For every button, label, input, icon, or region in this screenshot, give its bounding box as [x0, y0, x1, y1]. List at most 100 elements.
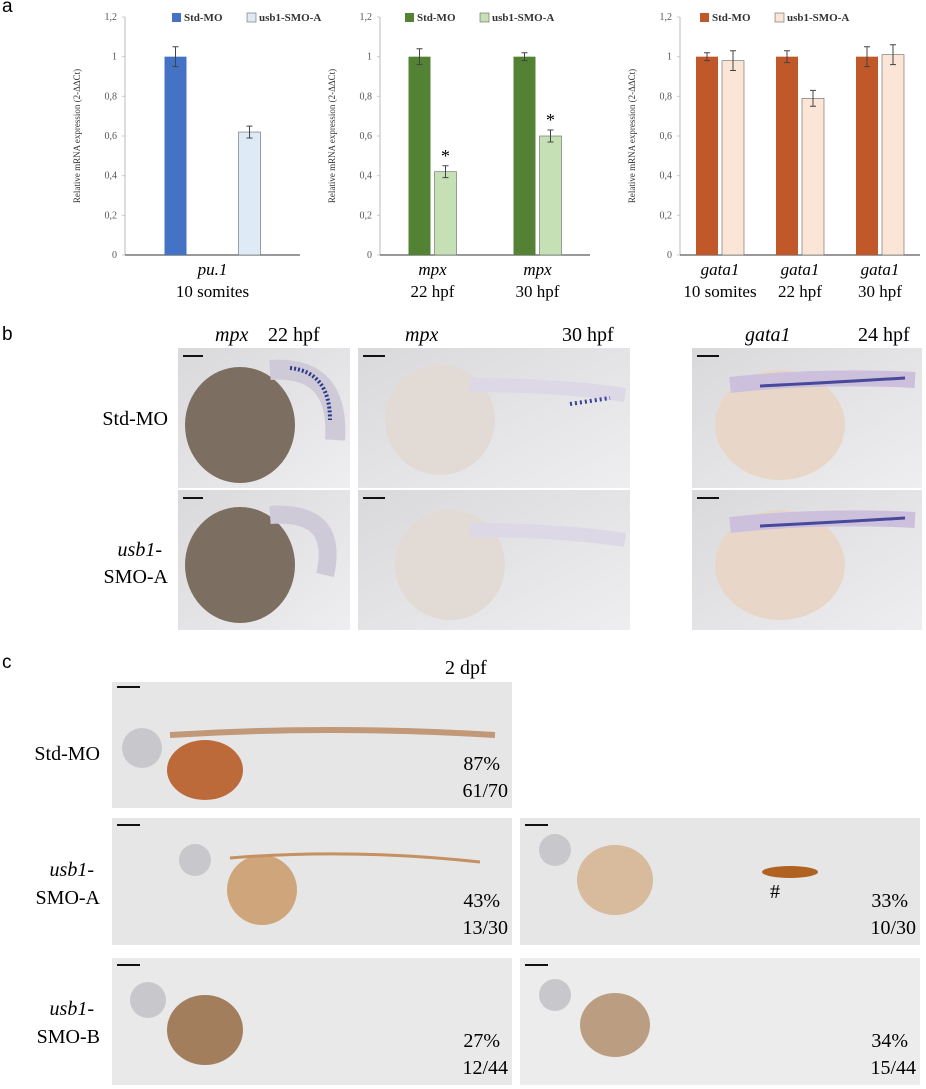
panel-label: b	[2, 324, 13, 345]
percent-label: 34%	[871, 1030, 908, 1052]
x-tick-label: mpx	[523, 260, 552, 279]
bar	[164, 56, 187, 255]
significance-marker: *	[441, 146, 450, 166]
count-label: 12/44	[462, 1057, 508, 1079]
bar	[539, 135, 562, 256]
column-stage: 22 hpf	[268, 324, 320, 346]
bar	[856, 56, 878, 255]
x-tick-sublabel: 30 hpf	[858, 282, 902, 301]
legend-label: Std-MO	[184, 12, 223, 24]
x-tick-sublabel: 30 hpf	[516, 282, 560, 301]
panel-label: c	[2, 652, 12, 673]
legend-label: usb1-SMO-A	[787, 12, 849, 24]
y-tick-label: 1	[667, 52, 672, 63]
error-bar	[521, 52, 528, 62]
legend-label: usb1-SMO-A	[259, 12, 321, 24]
y-tick-label: 0,4	[360, 171, 373, 182]
y-tick-label: 0,8	[660, 91, 673, 102]
error-bar	[730, 50, 736, 72]
error-bar	[246, 125, 253, 139]
legend-swatch	[479, 12, 490, 23]
panel-label: a	[2, 0, 13, 17]
bar	[881, 54, 905, 256]
bar	[776, 56, 798, 255]
error-bar	[172, 46, 179, 68]
percent-label: 87%	[463, 753, 500, 775]
count-label: 15/44	[870, 1057, 916, 1079]
x-tick-sublabel: 10 somites	[683, 282, 756, 301]
x-tick-label: gata1	[701, 260, 740, 279]
row-label: usb1-	[50, 998, 94, 1020]
y-tick-label: 0,6	[360, 131, 373, 142]
column-gene: mpx	[405, 324, 438, 346]
x-tick-label: gata1	[781, 260, 820, 279]
y-axis-label: Relative mRNA expression (2-ΔΔCt)	[72, 69, 82, 203]
y-tick-label: 0	[367, 250, 372, 261]
y-tick-label: 0,2	[360, 210, 373, 221]
x-tick-label: mpx	[418, 260, 447, 279]
y-tick-label: 1,2	[360, 12, 373, 23]
count-label: 10/30	[870, 917, 916, 939]
bar	[513, 56, 536, 255]
column-stage: 24 hpf	[858, 324, 910, 346]
row-label: usb1-	[50, 859, 94, 881]
y-tick-label: 0,4	[105, 171, 118, 182]
column-stage: 30 hpf	[562, 324, 614, 346]
row-label: usb1-	[118, 539, 162, 561]
row-label: SMO-B	[37, 1026, 100, 1048]
column-gene: gata1	[745, 324, 791, 346]
y-axis-label: Relative mRNA expression (2-ΔΔCt)	[327, 69, 337, 203]
legend-label: usb1-SMO-A	[492, 12, 554, 24]
y-tick-label: 0,2	[105, 210, 118, 221]
y-tick-label: 0	[667, 250, 672, 261]
percent-label: 43%	[463, 890, 500, 912]
y-tick-label: 0,2	[660, 210, 673, 221]
x-tick-sublabel: 22 hpf	[778, 282, 822, 301]
legend-swatch	[246, 12, 257, 23]
y-tick-label: 1,2	[660, 12, 673, 23]
legend-swatch	[774, 12, 785, 23]
percent-label: 33%	[871, 890, 908, 912]
stage-label: 2 dpf	[445, 657, 487, 679]
y-tick-label: 0,8	[360, 91, 373, 102]
y-axis-label: Relative mRNA expression (2-ΔΔCt)	[627, 69, 637, 203]
error-bar	[704, 52, 710, 62]
x-tick-label: gata1	[861, 260, 900, 279]
row-label: SMO-A	[104, 566, 169, 588]
row-label: Std-MO	[34, 743, 100, 765]
panel-b-images	[178, 348, 922, 630]
bar	[801, 98, 825, 256]
percent-label: 27%	[463, 1030, 500, 1052]
y-tick-label: 1	[367, 52, 372, 63]
y-tick-label: 0,8	[105, 91, 118, 102]
error-bar	[416, 48, 423, 66]
legend-label: Std-MO	[417, 12, 456, 24]
bar	[721, 60, 745, 256]
error-bar	[864, 46, 870, 68]
bar	[408, 56, 431, 255]
error-bar	[784, 50, 790, 64]
significance-marker: *	[546, 110, 555, 130]
error-bar	[442, 165, 449, 179]
y-tick-label: 0,6	[105, 131, 118, 142]
error-bar	[890, 44, 896, 66]
y-tick-label: 1	[112, 52, 117, 63]
bar	[434, 171, 457, 256]
x-tick-sublabel: 10 somites	[176, 282, 249, 301]
x-tick-label: pu.1	[197, 260, 228, 279]
count-label: 61/70	[462, 780, 508, 802]
y-tick-label: 0	[112, 250, 117, 261]
y-tick-label: 0,6	[660, 131, 673, 142]
count-label: 13/30	[462, 917, 508, 939]
row-label: Std-MO	[102, 408, 168, 430]
hash-mark: #	[770, 881, 780, 903]
column-gene: mpx	[215, 324, 248, 346]
panel-c-images	[112, 682, 920, 1085]
bar	[238, 131, 261, 256]
y-tick-label: 1,2	[105, 12, 118, 23]
legend-swatch	[405, 13, 414, 22]
x-tick-sublabel: 22 hpf	[411, 282, 455, 301]
legend-swatch	[172, 13, 181, 22]
legend-label: Std-MO	[712, 12, 751, 24]
